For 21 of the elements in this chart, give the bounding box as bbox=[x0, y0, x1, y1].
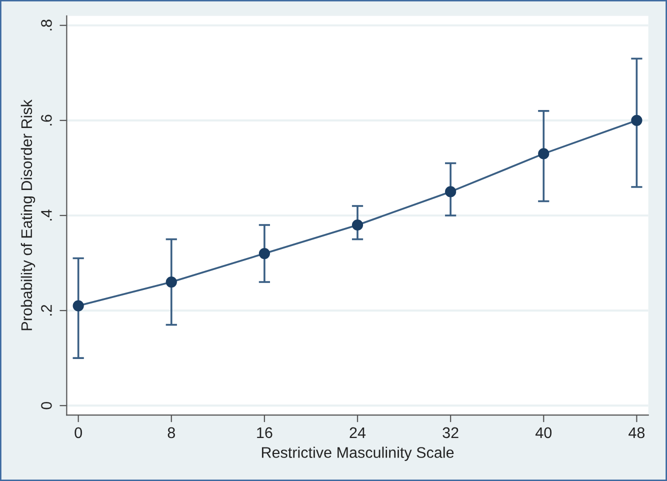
point bbox=[538, 148, 550, 160]
y-tick-label: .8 bbox=[41, 20, 52, 30]
point bbox=[352, 219, 364, 231]
point bbox=[445, 186, 456, 198]
x-tick-label: 40 bbox=[535, 427, 552, 438]
y-tick-label: .2 bbox=[41, 304, 52, 316]
x-tick-label: 48 bbox=[628, 427, 645, 438]
y-tick-label: .6 bbox=[41, 114, 52, 126]
y-tick-label: .4 bbox=[41, 210, 52, 220]
y-axis-title: Probability of Eating Disorder Risk bbox=[20, 100, 36, 330]
x-tick-label: 32 bbox=[442, 427, 458, 438]
x-tick-label: 24 bbox=[350, 427, 366, 438]
x-tick-label: 16 bbox=[257, 427, 272, 438]
point bbox=[166, 276, 177, 288]
x-axis-title: Restrictive Masculinity Scale bbox=[262, 446, 454, 461]
x-tick-label: 0 bbox=[74, 427, 82, 438]
point bbox=[72, 300, 84, 312]
point bbox=[258, 248, 270, 260]
point bbox=[631, 114, 642, 126]
y-tick-label: 0 bbox=[41, 402, 52, 410]
x-tick-label: 8 bbox=[168, 427, 175, 438]
